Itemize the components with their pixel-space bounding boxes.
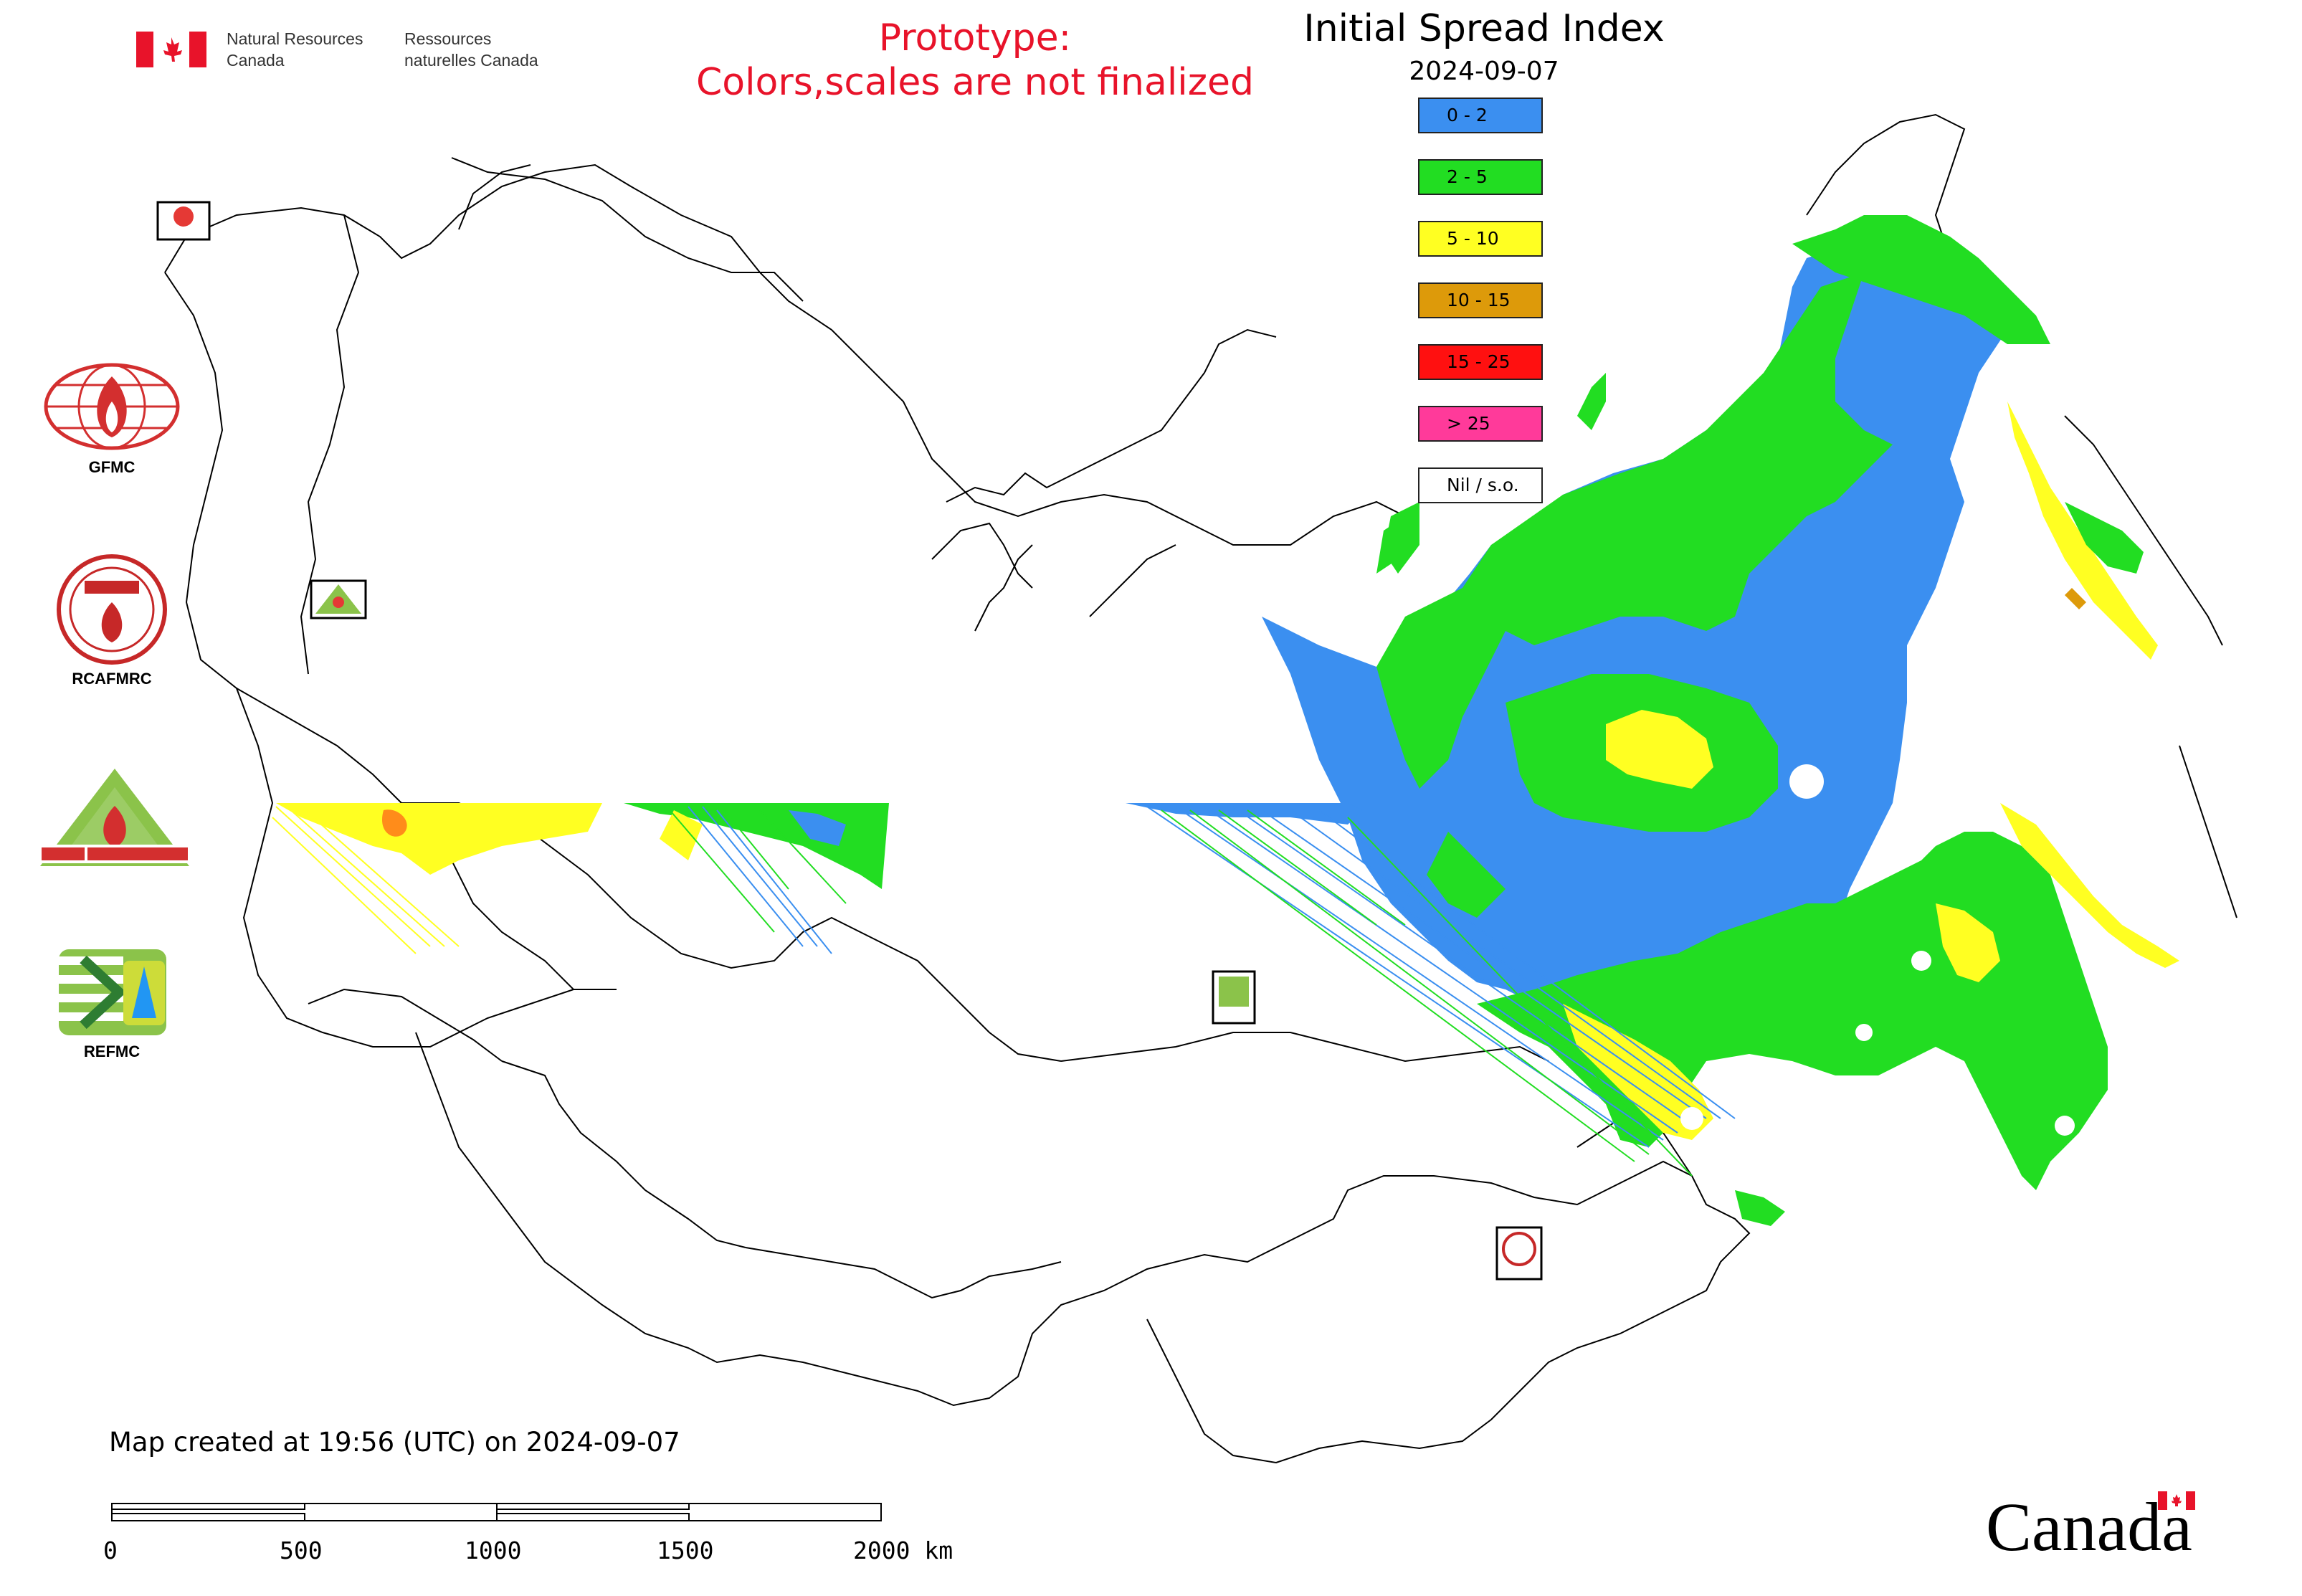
legend-item-nil: Nil / s.o. xyxy=(1418,467,1543,503)
scale-bar xyxy=(111,1503,882,1521)
prototype-notice: Prototype: Colors,scales are not finaliz… xyxy=(631,16,1319,105)
partner-refmc: REFMC xyxy=(40,946,184,1061)
map-date: 2024-09-07 xyxy=(1409,57,1559,86)
canada-wordmark: Canada xyxy=(1986,1491,2195,1563)
legend-item-gt-25: > 25 xyxy=(1418,406,1543,442)
partner-reefmc xyxy=(36,766,194,876)
scale-fill xyxy=(498,1509,690,1514)
map-title: Initial Spread Index xyxy=(1303,7,1665,50)
government-identifier: Natural Resources Canada Ressources natu… xyxy=(136,27,562,72)
map-badges xyxy=(156,201,1543,1281)
legend-label: 0 - 2 xyxy=(1447,105,1488,125)
isi-coverage xyxy=(272,215,2179,1226)
scale-segment xyxy=(690,1504,880,1520)
legend-label: 2 - 5 xyxy=(1447,166,1488,187)
legend-item-5-10: 5 - 10 xyxy=(1418,221,1543,257)
scale-tick-0: 0 xyxy=(103,1536,118,1564)
gov-name-fr: Ressources naturelles Canada xyxy=(404,29,538,70)
legend-item-10-15: 10 - 15 xyxy=(1418,282,1543,318)
refmc-label: REFMC xyxy=(83,1042,141,1060)
gov-name-en: Natural Resources Canada xyxy=(227,29,363,70)
rcafmrc-label: RCAFMRC xyxy=(72,670,152,688)
refmc-logo-icon xyxy=(59,949,166,1035)
gfmc-label: GFMC xyxy=(88,458,135,476)
legend-item-0-2: 0 - 2 xyxy=(1418,98,1543,133)
prototype-line-1: Prototype: xyxy=(878,16,1072,60)
legend-item-15-25: 15 - 25 xyxy=(1418,344,1543,380)
legend-label: 5 - 10 xyxy=(1447,228,1499,249)
legend-label: Nil / s.o. xyxy=(1447,475,1519,495)
boundary-lines xyxy=(164,113,2237,1464)
prototype-line-2: Colors,scales are not finalized xyxy=(695,61,1255,104)
scale-segment xyxy=(305,1504,498,1520)
map-created-note: Map created at 19:56 (UTC) on 2024-09-07 xyxy=(109,1427,680,1458)
legend-label: > 25 xyxy=(1447,413,1490,434)
scale-tick-1500: 1500 xyxy=(657,1536,714,1564)
scale-tick-1000: 1000 xyxy=(465,1536,522,1564)
legend-item-2-5: 2 - 5 xyxy=(1418,159,1543,195)
scale-tick-500: 500 xyxy=(280,1536,323,1564)
partner-gfmc: GFMC xyxy=(40,362,184,477)
rcafmrc-logo-icon xyxy=(57,554,167,665)
gfmc-logo-icon xyxy=(44,363,180,450)
legend-label: 15 - 25 xyxy=(1447,351,1511,372)
canada-flag-icon xyxy=(136,32,206,67)
legend-label: 10 - 15 xyxy=(1447,290,1511,310)
scale-fill xyxy=(113,1509,305,1514)
partner-rcafmrc: RCAFMRC xyxy=(40,552,184,688)
canada-wordmark-flag-icon xyxy=(2157,1491,2195,1510)
scale-tick-2000: 2000 km xyxy=(853,1536,953,1564)
reefmc-logo-icon xyxy=(40,769,189,866)
